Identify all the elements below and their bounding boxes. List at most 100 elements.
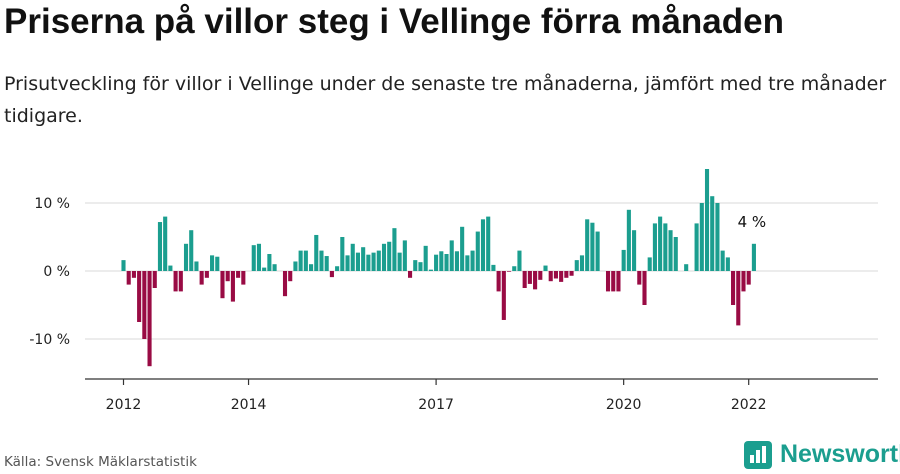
bar bbox=[710, 196, 715, 271]
bar bbox=[371, 252, 376, 271]
bar bbox=[392, 228, 397, 271]
x-axis: 2012 2014 2017 2020 2022 bbox=[85, 378, 878, 413]
bar bbox=[251, 245, 256, 271]
last-value-label: 4 % bbox=[738, 213, 767, 231]
bar bbox=[585, 219, 590, 271]
bar bbox=[569, 271, 574, 276]
bar bbox=[137, 271, 142, 322]
bar bbox=[684, 264, 689, 271]
bar bbox=[673, 237, 678, 271]
bar bbox=[157, 222, 163, 271]
bar bbox=[746, 271, 751, 285]
bar bbox=[204, 271, 209, 278]
bar bbox=[241, 271, 246, 285]
bar bbox=[512, 266, 517, 271]
bar bbox=[319, 250, 324, 271]
bar bbox=[324, 256, 329, 271]
bar bbox=[408, 271, 413, 278]
y-axis-labels: 10 % 0 % -10 % bbox=[29, 196, 70, 348]
bar bbox=[131, 271, 136, 278]
bar bbox=[704, 169, 710, 271]
bar bbox=[288, 271, 293, 282]
bar bbox=[361, 247, 366, 271]
bar bbox=[142, 271, 147, 339]
bar bbox=[543, 265, 548, 271]
bar bbox=[303, 250, 308, 271]
bar bbox=[147, 271, 152, 367]
bar bbox=[595, 231, 600, 271]
bar bbox=[731, 271, 736, 305]
brand-name: Newsworthy bbox=[780, 440, 900, 468]
bar bbox=[178, 271, 183, 292]
bar bbox=[720, 250, 725, 271]
bar bbox=[454, 251, 459, 271]
bar bbox=[126, 271, 131, 285]
bar bbox=[215, 256, 220, 271]
bar bbox=[725, 257, 730, 271]
bar bbox=[121, 260, 126, 271]
chart-subtitle: Prisutveckling för villor i Vellinge und… bbox=[4, 73, 887, 127]
bar bbox=[282, 271, 288, 297]
x-tick-label: 2022 bbox=[731, 397, 767, 413]
y-tick-label: 10 % bbox=[34, 196, 70, 212]
bar bbox=[699, 203, 704, 271]
bar bbox=[194, 261, 199, 271]
bar bbox=[470, 250, 475, 271]
bar bbox=[309, 264, 314, 271]
bar bbox=[559, 271, 564, 282]
bar bbox=[402, 240, 407, 271]
bar bbox=[272, 264, 277, 271]
bar bbox=[183, 243, 189, 271]
bar bbox=[658, 216, 663, 271]
bar bbox=[267, 254, 272, 271]
bar bbox=[480, 219, 486, 271]
y-tick-label: 0 % bbox=[43, 264, 70, 280]
bar bbox=[189, 230, 194, 271]
bar bbox=[152, 271, 157, 288]
bar bbox=[626, 209, 631, 271]
bar bbox=[501, 271, 506, 320]
bar bbox=[376, 250, 381, 271]
x-tick-label: 2020 bbox=[606, 397, 642, 413]
bar bbox=[329, 271, 334, 278]
bar bbox=[413, 260, 418, 271]
bar bbox=[611, 271, 616, 292]
bar bbox=[173, 271, 178, 292]
bar bbox=[652, 223, 657, 271]
bar bbox=[637, 271, 642, 285]
bar bbox=[163, 216, 168, 271]
x-tick-label: 2014 bbox=[231, 397, 267, 413]
bar bbox=[574, 260, 579, 271]
bar bbox=[423, 245, 428, 271]
bar bbox=[663, 223, 668, 271]
bar bbox=[168, 265, 173, 271]
bar bbox=[314, 234, 319, 271]
source-text: Källa: Svensk Mäklarstatistik bbox=[4, 454, 197, 470]
bar bbox=[340, 237, 345, 271]
bar bbox=[496, 271, 501, 292]
bar bbox=[381, 243, 387, 271]
bar bbox=[715, 203, 720, 271]
bar bbox=[741, 271, 746, 292]
y-tick-label: -10 % bbox=[29, 332, 70, 348]
bar bbox=[736, 271, 741, 326]
bar bbox=[751, 243, 756, 271]
x-tick-label: 2017 bbox=[418, 397, 454, 413]
bar bbox=[564, 271, 569, 278]
bar bbox=[220, 271, 225, 299]
bar bbox=[256, 243, 262, 271]
bar bbox=[533, 271, 538, 290]
bar bbox=[236, 271, 241, 278]
x-tick-label: 2012 bbox=[106, 397, 142, 413]
bar bbox=[298, 250, 303, 271]
bar bbox=[199, 271, 204, 285]
bar bbox=[418, 262, 423, 271]
bar bbox=[335, 266, 340, 271]
bar bbox=[397, 252, 402, 271]
bar bbox=[366, 254, 371, 271]
brand-logo[interactable]: Newsworthy bbox=[744, 440, 900, 469]
bar bbox=[449, 240, 454, 271]
newsworthy-logo-icon bbox=[744, 440, 772, 469]
bar bbox=[439, 251, 444, 271]
